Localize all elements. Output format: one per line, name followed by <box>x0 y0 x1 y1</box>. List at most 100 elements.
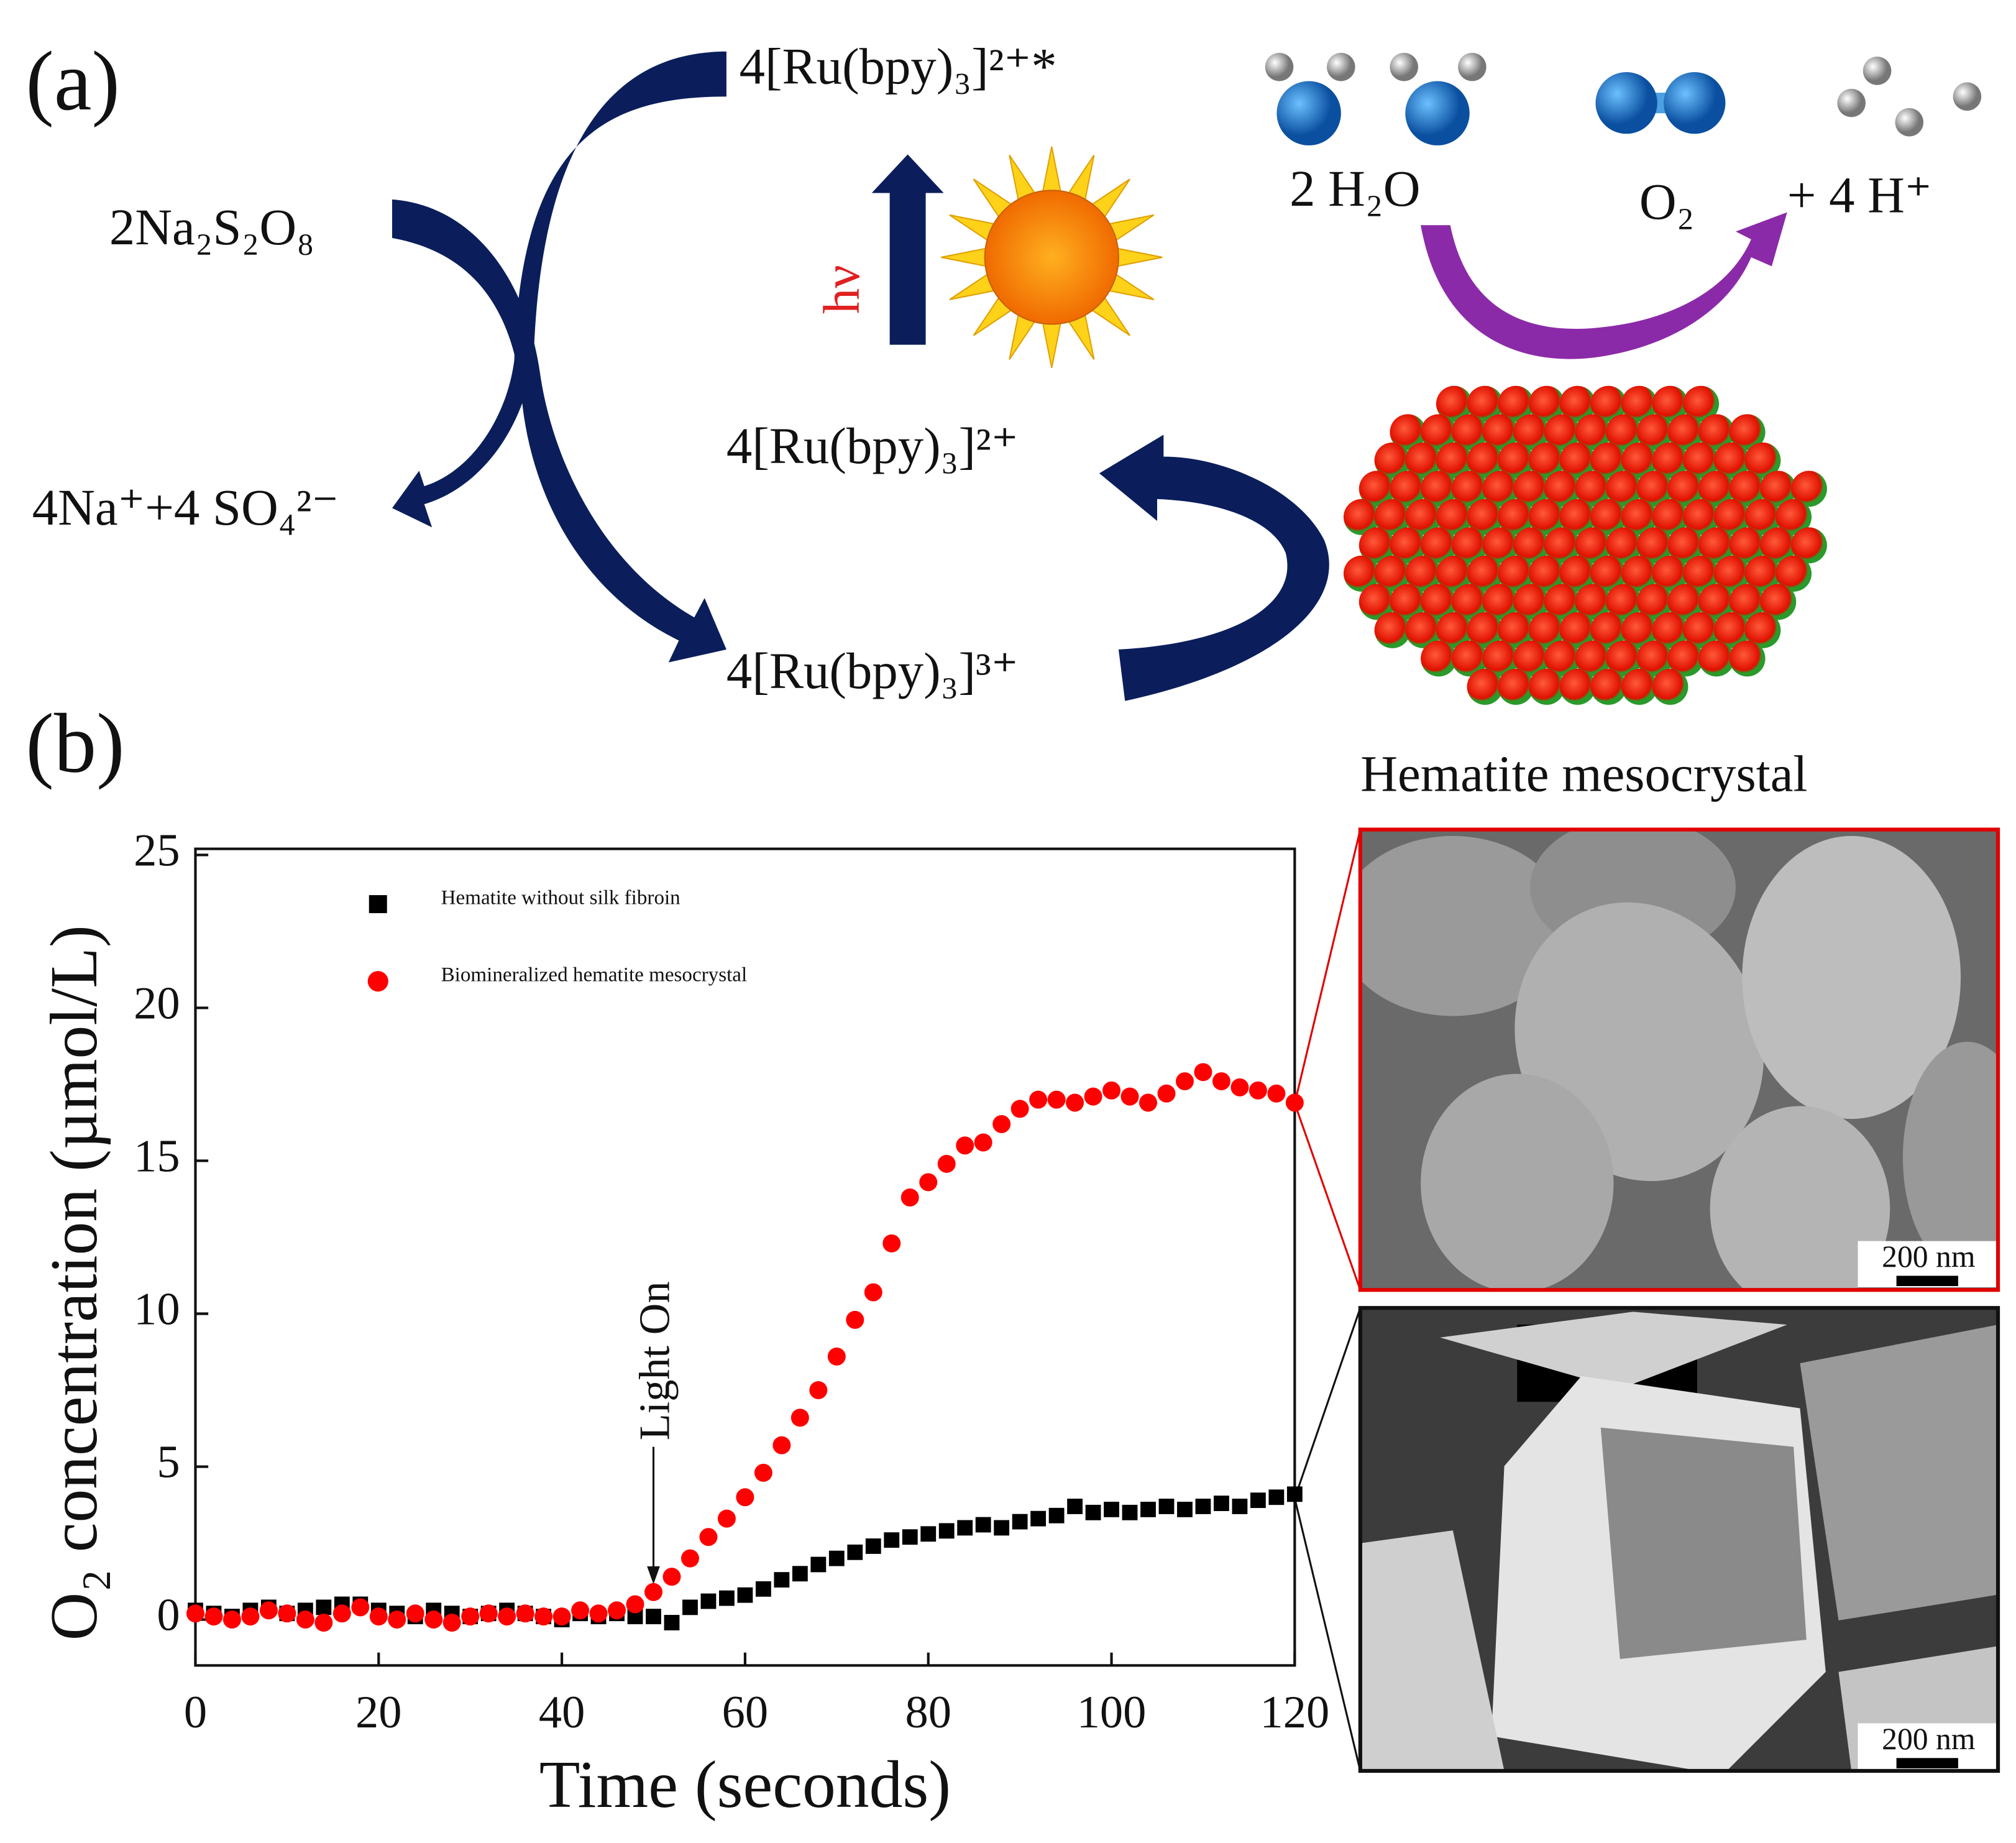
particle <box>1667 414 1704 451</box>
x-tick-label: 80 <box>905 1687 951 1738</box>
particle <box>1359 527 1395 564</box>
particle <box>1760 527 1797 564</box>
particle <box>1482 414 1519 451</box>
particle <box>1729 584 1766 620</box>
particle <box>1744 499 1781 535</box>
particle <box>1606 527 1642 564</box>
particle <box>1760 471 1797 507</box>
particle <box>1498 442 1534 479</box>
particle <box>1498 612 1534 648</box>
data-point <box>1047 1090 1066 1109</box>
data-point <box>259 1601 278 1620</box>
particle <box>1775 555 1812 592</box>
sun-ray <box>1041 146 1063 197</box>
sem-image <box>1360 1308 1999 1771</box>
particle <box>1575 527 1611 564</box>
purple-arrow <box>1421 212 1787 359</box>
x-tick-label: 20 <box>355 1687 401 1738</box>
species: 4[Ru(bpy)₃]³⁺ <box>726 642 1019 699</box>
particle <box>1621 612 1657 648</box>
product: 4Na⁺+4 SO₄²⁻ <box>32 479 339 536</box>
data-point <box>369 1607 388 1626</box>
mesocrystal-label: Hematite mesocrystal <box>1360 745 1807 802</box>
y-tick-label: 0 <box>157 1590 180 1641</box>
particle <box>1451 471 1488 507</box>
particle <box>1713 442 1750 479</box>
particle <box>1606 584 1642 620</box>
data-point <box>1285 1093 1304 1112</box>
particle <box>1667 527 1704 564</box>
data-point <box>296 1611 314 1629</box>
particle <box>1513 584 1549 620</box>
particle <box>1575 414 1611 451</box>
data-point <box>790 1409 809 1427</box>
particle <box>1698 640 1734 677</box>
data-point <box>1139 1093 1157 1112</box>
chart: 0 20 40 60 80 100 120 0 5 10 15 20 25 Time (seconds) O… <box>37 825 1329 1822</box>
particle <box>1451 414 1488 451</box>
data-point <box>682 1599 698 1615</box>
data-point <box>1267 1084 1286 1103</box>
data-point <box>994 1520 1010 1536</box>
particle <box>1390 584 1426 620</box>
particle <box>1559 385 1596 422</box>
data-point <box>571 1601 590 1620</box>
particle <box>1698 584 1734 620</box>
data-point <box>1214 1496 1229 1511</box>
data-point <box>1140 1501 1156 1517</box>
data-point <box>884 1532 900 1548</box>
data-point <box>700 1593 717 1609</box>
data-point <box>1030 1510 1047 1527</box>
particle <box>1482 527 1519 564</box>
particle <box>1467 555 1503 592</box>
particle <box>1436 442 1472 479</box>
particle <box>1359 471 1395 507</box>
y-tick-label: 5 <box>157 1437 180 1488</box>
particle <box>1451 527 1488 564</box>
data-point <box>1249 1081 1267 1100</box>
scale-bar-label: 200 nm <box>1882 1239 1975 1274</box>
particle <box>1374 555 1411 592</box>
particle <box>1590 555 1627 592</box>
particle <box>1421 584 1457 620</box>
particle <box>1467 442 1503 479</box>
particle <box>1498 555 1534 592</box>
data-point <box>1175 1072 1194 1091</box>
data-point <box>974 1133 992 1152</box>
data-point <box>316 1599 332 1615</box>
data-point <box>222 1611 241 1629</box>
data-point <box>919 1173 938 1192</box>
particle <box>1698 414 1734 451</box>
annotation: Light On <box>630 1281 679 1440</box>
data-point <box>351 1598 370 1617</box>
data-point <box>1212 1072 1230 1091</box>
particle <box>1405 499 1442 535</box>
particle <box>1421 414 1457 451</box>
data-point <box>827 1347 846 1366</box>
particle <box>1374 499 1411 535</box>
data-point <box>717 1509 736 1528</box>
particle <box>1405 612 1442 648</box>
x-tick-label: 60 <box>722 1687 768 1738</box>
data-point <box>774 1572 790 1588</box>
particle <box>1606 471 1642 507</box>
data-point <box>900 1188 919 1207</box>
sem-frame <box>1358 827 2000 1292</box>
particle <box>1421 640 1457 677</box>
particle <box>1498 385 1534 422</box>
particle <box>1343 499 1380 535</box>
particle <box>1790 527 1827 564</box>
particle <box>1559 442 1596 479</box>
photon-label: hν <box>813 265 870 314</box>
annotation-arrowhead <box>647 1566 660 1584</box>
particle <box>1590 668 1627 705</box>
particle <box>1390 471 1426 507</box>
particle <box>1683 385 1720 422</box>
data-point <box>1230 1078 1249 1096</box>
particle <box>1698 471 1734 507</box>
data-point <box>314 1613 333 1632</box>
panel-label: (a) <box>25 34 120 128</box>
particle <box>1421 527 1457 564</box>
data-point <box>772 1436 791 1455</box>
